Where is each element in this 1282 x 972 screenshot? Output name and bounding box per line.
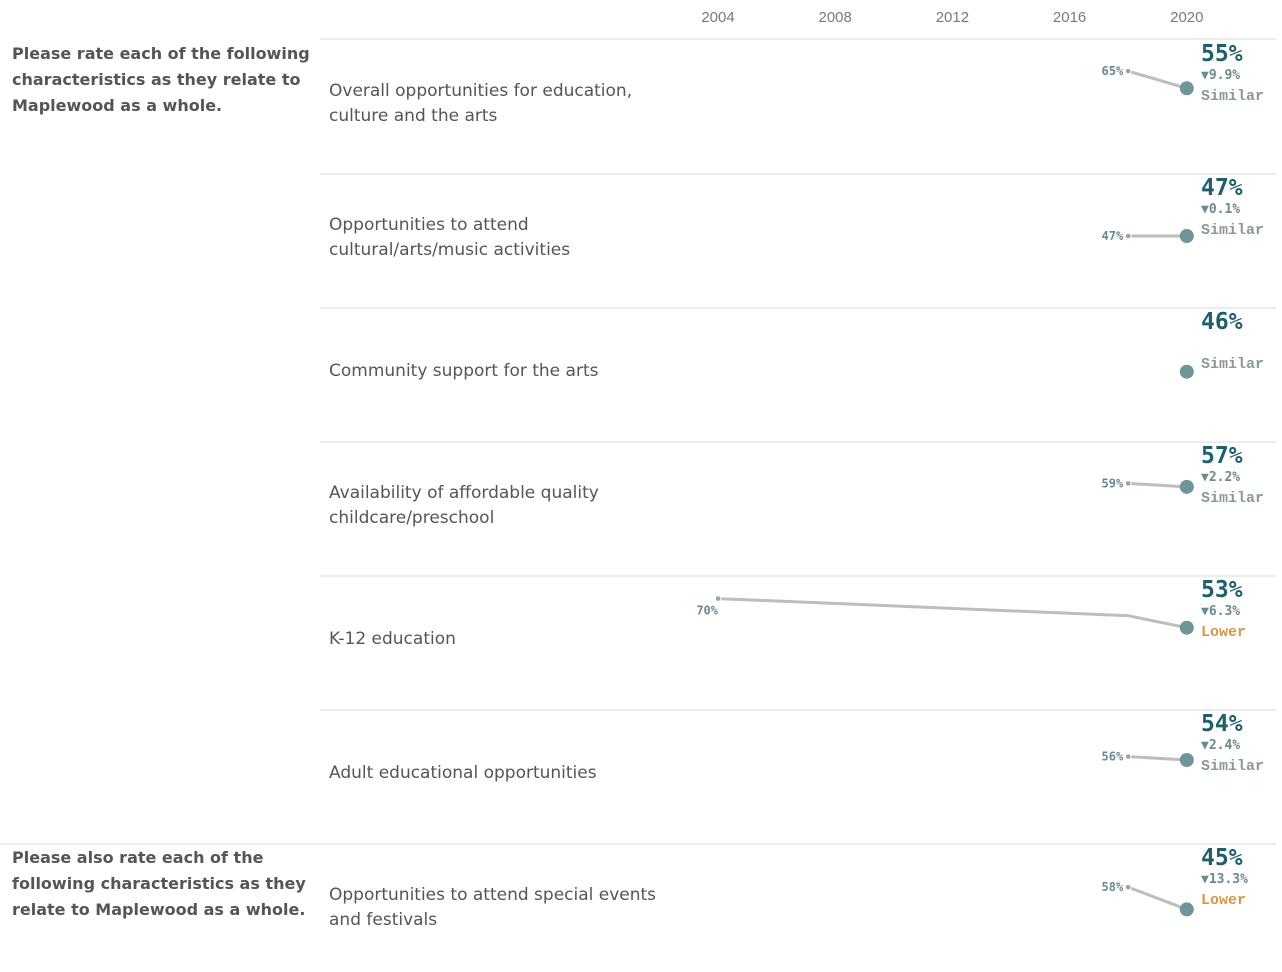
previous-value-label: 58% [1102,880,1124,894]
axis-year-label: 2012 [936,9,969,26]
first-point [1124,67,1132,75]
change-label: ▼2.4% [1201,738,1240,753]
latest-value-label: 55% [1201,41,1243,67]
series-line [1128,755,1187,762]
change-label: ▼13.3% [1201,872,1248,887]
question-text: Please also rate each of the [12,848,264,867]
series-line [1128,481,1187,489]
previous-value-label: 56% [1102,750,1124,764]
latest-value-label: 45% [1201,845,1243,871]
axis-year-label: 2008 [819,9,852,26]
item-label: Community support for the arts [329,361,599,381]
comparison-label: Similar [1201,222,1264,239]
question-text: Please rate each of the following [12,44,310,63]
comparison-label: Similar [1201,758,1264,775]
item-label: Overall opportunities for education, [329,81,632,101]
series-line [1127,69,1188,90]
item-label: and festivals [329,910,437,930]
latest-value-label: 46% [1201,309,1243,335]
axis-year-label: 2016 [1053,9,1086,26]
latest-value-label: 54% [1201,711,1243,737]
latest-value-label: 53% [1201,577,1243,603]
item-label: cultural/arts/music activities [329,240,570,260]
question-text: Maplewood as a whole. [12,96,222,115]
latest-point [1179,81,1194,96]
change-label: ▼2.2% [1201,470,1240,485]
latest-value-label: 47% [1201,175,1243,201]
change-label: ▼6.3% [1201,604,1240,619]
previous-value-label: 70% [696,604,718,618]
latest-point [1179,229,1194,243]
latest-point [1179,479,1194,494]
first-point [1124,232,1132,240]
first-point [1124,480,1132,487]
comparison-label: Similar [1201,88,1264,105]
item-label: Opportunities to attend [329,215,529,235]
comparison-label: Lower [1201,892,1246,909]
change-label: ▼0.1% [1201,202,1240,217]
item-label: Opportunities to attend special events [329,885,656,905]
axis-year-label: 2004 [701,9,734,26]
item-label: childcare/preschool [329,508,494,528]
latest-point [1179,902,1194,917]
comparison-label: Similar [1201,490,1264,507]
first-point [1124,753,1132,760]
latest-value-label: 57% [1201,443,1243,469]
question-text: following characteristics as they [12,874,306,893]
latest-point [1179,620,1194,635]
series-line [717,597,1188,630]
question-text: characteristics as they relate to [12,70,300,89]
first-point [714,595,722,602]
change-label: ▼9.9% [1201,68,1240,83]
item-label: culture and the arts [329,106,498,126]
latest-point [1179,364,1194,379]
question-text: relate to Maplewood as a whole. [12,900,305,919]
item-label: K-12 education [329,629,456,649]
previous-value-label: 65% [1102,64,1124,78]
latest-point [1179,753,1194,767]
previous-value-label: 59% [1102,476,1124,490]
item-label: Availability of affordable quality [329,483,599,503]
comparison-label: Lower [1201,624,1246,641]
previous-value-label: 47% [1102,229,1124,243]
comparison-label: Similar [1201,356,1264,373]
first-point [1124,883,1132,891]
item-label: Adult educational opportunities [329,763,597,783]
axis-year-label: 2020 [1170,9,1203,26]
series-line [1127,885,1188,911]
